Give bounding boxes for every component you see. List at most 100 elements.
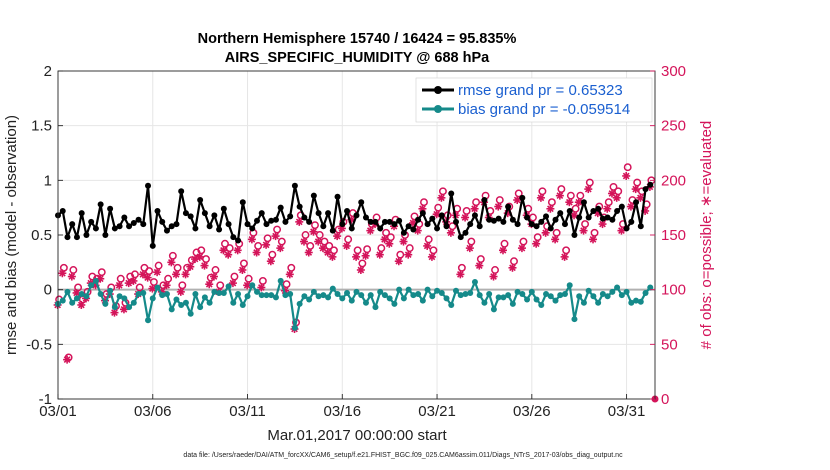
rmse-point [453, 218, 459, 225]
rmse-point [471, 212, 478, 219]
possible-obs-marker [282, 280, 291, 289]
x-axis-tick-labels: 03/01 03/06 03/11 03/16 03/21 03/26 03/31 [39, 403, 645, 420]
bias-point [126, 304, 133, 311]
evaluated-obs-marker [579, 226, 588, 235]
bias-point [599, 291, 606, 298]
bias-point [538, 301, 545, 308]
rmse-point [448, 190, 455, 197]
rmse-point [528, 221, 535, 228]
possible-obs-marker [173, 263, 182, 272]
rmse-point [595, 205, 602, 212]
bias-point [367, 292, 374, 299]
rmse-point [192, 225, 199, 232]
bias-point [306, 296, 313, 303]
bias-point [391, 300, 398, 307]
bias-point [628, 299, 635, 306]
evaluated-obs-marker [465, 244, 474, 253]
possible-obs-marker [311, 221, 319, 230]
rmse-point [396, 217, 403, 224]
rmse-point [320, 223, 327, 230]
evaluated-obs-marker [195, 252, 204, 261]
y2-tick-label: 200 [661, 172, 686, 189]
possible-obs-marker [438, 187, 447, 196]
rmse-point [178, 188, 185, 195]
bias-point [159, 292, 166, 299]
possible-obs-marker [472, 198, 481, 207]
bias-point [590, 293, 597, 300]
x-tick-label: 03/06 [134, 403, 172, 420]
bias-point [405, 286, 412, 293]
bias-point [471, 279, 478, 286]
possible-obs-marker [457, 263, 466, 272]
rmse-point [400, 229, 407, 236]
bias-point [415, 291, 422, 298]
possible-obs-marker [358, 259, 367, 268]
evaluated-obs-marker [584, 185, 593, 194]
bias-point [443, 295, 450, 302]
data-file-footnote: data file: /Users/raeder/DAI/ATM_forcXX/… [183, 452, 623, 459]
bias-point [325, 294, 332, 301]
rmse-point [173, 221, 180, 228]
bias-point [107, 287, 114, 294]
x-tick-label: 03/21 [418, 403, 456, 420]
bias-point [642, 289, 649, 296]
evaluated-obs-marker [153, 268, 162, 277]
y-tick-label: 2 [44, 63, 52, 80]
evaluated-obs-marker [622, 171, 631, 180]
possible-obs-marker [424, 235, 433, 244]
evaluated-obs-marker [238, 265, 247, 274]
y-tick-label: 0.5 [31, 227, 52, 244]
evaluated-obs-marker [266, 257, 275, 266]
rmse-point [263, 221, 270, 228]
rmse-point [372, 218, 379, 225]
bias-point [73, 295, 80, 302]
possible-obs-marker [576, 191, 585, 200]
right-axis-tick-labels: 0 50 100 150 200 250 300 [661, 63, 686, 408]
bias-point [467, 289, 474, 296]
x-tick-label: 03/31 [608, 403, 646, 420]
rmse-point [111, 225, 118, 232]
possible-obs-marker [405, 244, 414, 253]
bias-point [197, 304, 204, 311]
possible-obs-marker [254, 241, 263, 250]
bias-point [145, 317, 152, 324]
rmse-point [647, 181, 654, 188]
rmse-point [296, 203, 303, 210]
bias-point [301, 293, 308, 300]
y2-tick-label: 300 [661, 63, 686, 80]
bias-point [315, 293, 322, 300]
possible-obs-marker [268, 250, 277, 259]
possible-obs-marker [149, 278, 158, 286]
rmse-point [505, 203, 512, 210]
rmse-point [566, 207, 573, 214]
rmse-point [434, 225, 441, 232]
bias-point [595, 299, 602, 306]
bias-point [149, 295, 156, 302]
possible-obs-marker [164, 274, 173, 283]
right-axis-label: # of obs: o=possible; ∗=evaluated [698, 121, 715, 350]
rmse-point [419, 210, 426, 217]
bias-point [268, 292, 275, 299]
evaluated-obs-marker [631, 185, 640, 194]
bias-point [282, 292, 289, 299]
bias-point [249, 282, 256, 289]
evaluated-obs-marker [63, 355, 72, 364]
bias-point [220, 289, 227, 296]
rmse-point [334, 193, 341, 200]
rmse-point [585, 214, 592, 221]
chart-subtitle: AIRS_SPECIFIC_HUMIDITY @ 688 hPa [225, 50, 490, 66]
evaluated-obs-marker [508, 263, 517, 272]
evaluated-obs-marker [423, 241, 432, 250]
bias-point [216, 289, 223, 296]
rmse-point [325, 210, 332, 217]
evaluated-obs-marker [119, 305, 128, 314]
possible-obs-marker [97, 268, 106, 277]
rmse-point [230, 234, 237, 241]
bias-point [576, 293, 583, 300]
bias-point [457, 292, 464, 299]
y-tick-label: 1 [44, 172, 52, 189]
bias-point [381, 292, 388, 299]
rmse-point [59, 207, 66, 214]
rmse-point [235, 237, 242, 244]
rmse-point [145, 182, 152, 189]
